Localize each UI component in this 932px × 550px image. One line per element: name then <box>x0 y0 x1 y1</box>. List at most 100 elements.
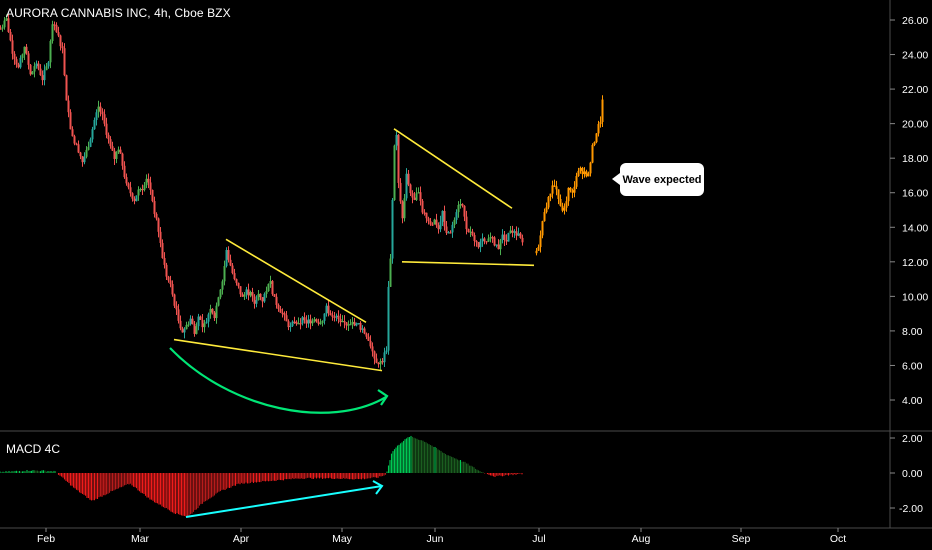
candle-body <box>89 139 92 147</box>
candle-body <box>265 291 268 294</box>
candle-body <box>553 185 556 187</box>
candle-body <box>17 64 20 68</box>
candle-body <box>221 281 224 290</box>
candle-body <box>195 326 198 334</box>
candle-body <box>217 297 220 306</box>
macd-histogram <box>0 435 523 517</box>
candle-body <box>353 321 356 326</box>
candle-body <box>247 289 250 296</box>
candle-body <box>505 239 508 242</box>
candle-body <box>71 129 74 137</box>
candle-body <box>179 320 182 329</box>
candle-body <box>21 54 24 58</box>
time-tick-label: Aug <box>632 533 651 545</box>
candle-body <box>63 48 66 76</box>
candle-body <box>493 237 496 246</box>
candle-body <box>307 319 310 324</box>
price-axis: 4.00 6.00 8.00 10.00 12.00 14.00 16.00 18.00 20.… <box>890 15 928 407</box>
candle-body <box>283 313 286 316</box>
candle-body <box>397 134 400 183</box>
candle-body <box>569 187 572 191</box>
candle-body <box>473 235 476 242</box>
candle-body <box>31 71 34 75</box>
price-tick-label: 12.00 <box>902 257 928 269</box>
candle-body <box>325 305 328 314</box>
candle-body <box>379 361 382 365</box>
candle-body <box>393 145 396 201</box>
candle-body <box>497 244 500 250</box>
candle-body <box>469 231 472 233</box>
candle-body <box>495 244 498 246</box>
candle-body <box>81 156 84 163</box>
price-tick-label: 10.00 <box>902 291 928 303</box>
candle-body <box>417 192 420 194</box>
candle-body <box>155 213 158 219</box>
candle-body <box>235 279 238 283</box>
candle-body <box>547 196 550 208</box>
candle-body <box>395 134 398 146</box>
candle-body <box>261 297 264 302</box>
candle-body <box>301 317 304 324</box>
candle-body <box>407 173 410 185</box>
price-tick-label: 18.00 <box>902 153 928 165</box>
rounding-bottom-arrow <box>169 347 387 414</box>
candle-body <box>173 294 176 306</box>
candle-body <box>485 241 488 243</box>
candle-body <box>15 59 18 65</box>
candle-body <box>425 212 428 219</box>
price-tick-label: 22.00 <box>902 84 928 96</box>
candle-body <box>545 207 548 213</box>
time-tick-label: Apr <box>233 533 250 545</box>
candle-body <box>481 238 484 242</box>
candle-body <box>371 346 374 352</box>
candle-body <box>43 70 46 81</box>
candle-body <box>95 112 98 121</box>
candle-body <box>243 294 246 297</box>
trendlines <box>173 128 535 372</box>
wave-expected-callout: Wave expected <box>612 163 704 196</box>
time-tick-label: Jul <box>532 533 545 545</box>
candle-body <box>281 312 284 314</box>
candle-body <box>103 114 106 124</box>
candle-body <box>409 184 412 194</box>
candle-body <box>51 24 54 42</box>
candle-body <box>471 231 474 236</box>
candle-body <box>311 321 314 324</box>
candle-body <box>11 40 14 54</box>
candle-body <box>509 230 512 233</box>
candle-body <box>257 293 260 301</box>
candle-body <box>391 200 394 259</box>
candle-body <box>245 289 248 295</box>
candle-body <box>361 328 364 330</box>
candle-body <box>489 237 492 239</box>
candle-body <box>435 219 438 226</box>
candle-body <box>207 314 210 322</box>
candle-body <box>599 121 602 125</box>
candle-body <box>295 321 298 324</box>
candle-body <box>209 308 212 315</box>
candle-body <box>39 68 42 76</box>
candle-body <box>369 340 372 347</box>
candle-body <box>227 250 230 260</box>
candle-body <box>253 296 256 304</box>
candle-body <box>83 156 86 163</box>
candle-body <box>275 296 278 305</box>
trendline <box>225 238 367 323</box>
candle-body <box>405 173 408 199</box>
candle-body <box>145 178 148 186</box>
candle-body <box>237 282 240 287</box>
candle-body <box>67 100 70 113</box>
candle-body <box>413 197 416 200</box>
candle-body <box>277 304 280 310</box>
candle-body <box>197 316 200 327</box>
candle-body <box>215 305 218 319</box>
candle-body <box>7 18 10 32</box>
candle-body <box>385 350 388 353</box>
time-tick-label: May <box>332 533 353 545</box>
candle-body <box>5 18 8 21</box>
candle-body <box>375 358 378 363</box>
candle-body <box>429 221 432 225</box>
price-tick-label: 4.00 <box>902 395 923 407</box>
candle-body <box>115 152 118 159</box>
candle-body <box>269 281 272 284</box>
